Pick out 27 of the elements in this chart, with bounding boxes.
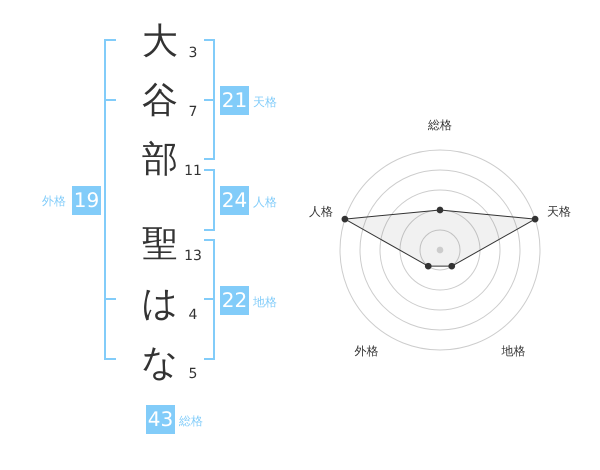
category-label: 部	[142, 139, 178, 180]
data-label: 22	[220, 286, 249, 315]
category-label: は	[142, 283, 178, 324]
category-label: 大	[142, 21, 178, 62]
data-label: 3	[188, 45, 198, 61]
data-label: 21	[220, 86, 249, 115]
category-label: 総格	[179, 414, 203, 428]
category-label: な	[142, 342, 178, 383]
data-label: 11	[184, 163, 202, 179]
category-label: 天格	[253, 95, 277, 109]
spoke-label: 人格	[309, 204, 334, 218]
category-label: 谷	[142, 80, 178, 121]
category-label: 外格	[42, 194, 66, 208]
data-label: 19	[72, 186, 101, 215]
spoke-label: 総格	[427, 118, 452, 132]
spoke-label: 天格	[546, 204, 571, 218]
data-label: 13	[184, 248, 202, 264]
data-label: 5	[188, 366, 198, 382]
category-label: 地格	[253, 295, 277, 309]
category-label: 人格	[253, 195, 277, 209]
category-label: 聖	[142, 224, 178, 265]
data-label: 4	[188, 307, 198, 323]
spoke-label: 外格	[354, 344, 379, 358]
data-label: 7	[188, 104, 198, 120]
data-label: 43	[146, 405, 175, 434]
spoke-label: 地格	[500, 344, 526, 358]
data-label: 24	[220, 186, 249, 215]
